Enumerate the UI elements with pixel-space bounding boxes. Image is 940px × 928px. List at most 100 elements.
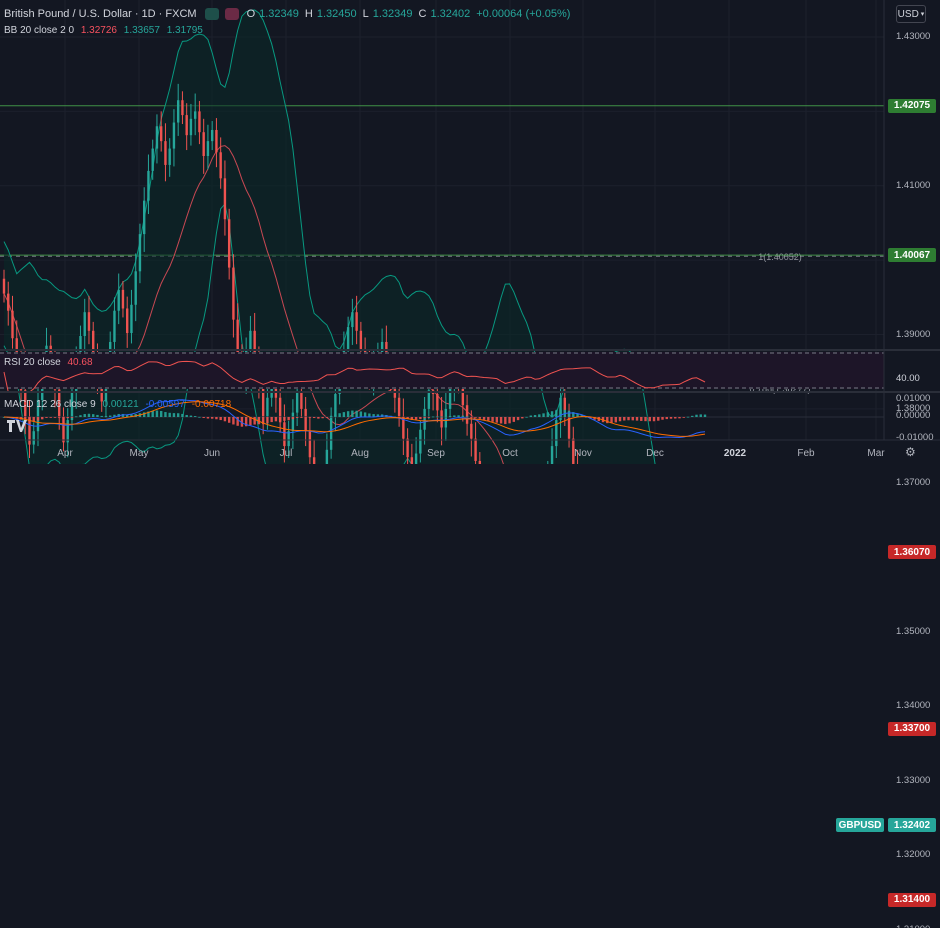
macd-histogram-bar	[665, 417, 668, 420]
currency-button[interactable]: USD ▾	[896, 5, 926, 23]
macd-histogram-bar	[376, 414, 380, 417]
symbol-title[interactable]: British Pound / U.S. Dollar · 1D · FXCM	[4, 8, 197, 20]
macd-histogram-bar	[444, 416, 448, 418]
candle	[577, 449, 579, 464]
macd-histogram-bar	[49, 417, 52, 418]
candle-body	[2, 278, 6, 294]
macd-histogram-bar	[533, 415, 537, 417]
candle	[304, 396, 307, 447]
macd-histogram-bar	[508, 417, 511, 424]
macd-histogram-bar	[652, 417, 656, 422]
candle-body	[308, 431, 312, 458]
ohlc-h-label: H	[304, 8, 313, 20]
candle	[223, 160, 227, 236]
macd-histogram-bar	[372, 414, 375, 417]
macd-histogram-bar	[189, 415, 193, 417]
rsi-value: 40.68	[67, 357, 93, 368]
candle	[176, 83, 180, 136]
macd-tick-label: 0.01000	[896, 393, 931, 404]
macd-histogram-bar	[572, 412, 575, 417]
candle	[130, 289, 133, 344]
macd-histogram-bar	[703, 414, 707, 417]
macd-histogram-bar	[32, 417, 35, 422]
candle-body	[236, 319, 239, 354]
status-dot-teal-icon[interactable]	[204, 8, 219, 20]
macd-histogram-bar	[618, 417, 622, 422]
macd-histogram-bar	[431, 416, 435, 418]
macd-histogram-bar	[219, 417, 222, 421]
time-axis-label: May	[129, 448, 149, 459]
macd-histogram-bar	[66, 417, 69, 419]
macd-histogram-bar	[584, 416, 588, 418]
macd-histogram-bar	[181, 413, 184, 417]
macd-histogram-bar	[172, 413, 176, 417]
candle	[550, 428, 554, 464]
macd-histogram-bar	[512, 417, 516, 422]
candle	[62, 407, 65, 452]
macd-histogram-bar	[227, 417, 231, 423]
candle	[185, 103, 188, 151]
macd-histogram-bar	[334, 414, 337, 417]
status-dot-pink-icon[interactable]	[224, 8, 239, 20]
candle-body	[423, 408, 426, 430]
price-tick-label: 1.34000	[896, 700, 931, 712]
chart-canvas[interactable]: 1(1.40052)0.786(1.38277)0.618(1.36884)0.…	[0, 0, 940, 464]
macd-histogram-bar	[75, 416, 78, 418]
candle	[32, 422, 35, 454]
macd-histogram-bar	[495, 417, 499, 423]
macd-histogram-bar	[538, 414, 541, 417]
ohlc-l-label: L	[362, 8, 369, 20]
rsi-legend[interactable]: RSI 20 close 40.68	[4, 357, 97, 368]
macd-histogram-bar	[363, 412, 367, 417]
macd-histogram-bar	[635, 417, 639, 421]
tradingview-logo-icon[interactable]	[6, 418, 32, 436]
macd-histogram-bar	[104, 416, 108, 417]
macd-histogram-bar	[121, 413, 125, 417]
candle-body	[461, 382, 465, 406]
macd-legend[interactable]: MACD 12 26 close 9 0.00121 -0.00597 -0.0…	[4, 399, 235, 410]
time-axis-label: Dec	[646, 448, 664, 459]
macd-histogram-bar	[304, 417, 307, 418]
candle-body	[249, 330, 252, 350]
candle-body	[397, 397, 401, 417]
candle-body	[300, 392, 303, 409]
macd-histogram-bar	[648, 417, 651, 422]
candle-body	[198, 111, 201, 133]
candle-body	[266, 397, 269, 417]
macd-histogram-bar	[521, 417, 524, 419]
candle	[172, 109, 176, 167]
legend-dots[interactable]	[204, 8, 243, 20]
macd-histogram-bar	[62, 417, 65, 419]
candle-body	[176, 100, 180, 123]
macd-tick-label: 0.00000	[896, 410, 931, 421]
macd-histogram-bar	[610, 417, 613, 424]
macd-histogram-bar	[606, 417, 609, 424]
candle-body	[419, 429, 422, 454]
macd-histogram-bar	[202, 417, 205, 419]
candle	[164, 123, 167, 182]
candle	[478, 452, 482, 464]
candle	[202, 118, 205, 174]
settings-gear-icon[interactable]: ⚙	[905, 445, 916, 459]
price-tag-1.31400: 1.31400	[888, 892, 936, 907]
rsi-axis-tag: 40.00	[896, 373, 920, 384]
candle-body	[232, 267, 235, 320]
macd-histogram-bar	[240, 417, 244, 427]
bb-legend[interactable]: BB 20 close 2 0 1.32726 1.33657 1.31795	[4, 25, 207, 36]
macd-histogram-bar	[359, 411, 363, 417]
macd-histogram-bar	[427, 417, 431, 418]
macd-histogram-bar	[465, 416, 469, 418]
candle	[83, 298, 86, 354]
candle-body	[567, 412, 571, 439]
macd-histogram-bar	[478, 417, 482, 419]
candle	[232, 254, 235, 338]
macd-histogram-bar	[457, 415, 460, 417]
macd-histogram-bar	[87, 413, 91, 417]
macd-histogram-bar	[249, 417, 252, 426]
ohlc-change: +0.00064 (+0.05%)	[476, 8, 571, 20]
macd-histogram-bar	[143, 412, 146, 417]
currency-button-label: USD	[897, 8, 919, 20]
candle	[410, 443, 414, 464]
macd-histogram-bar	[559, 409, 562, 417]
macd-histogram-bar	[699, 414, 702, 417]
